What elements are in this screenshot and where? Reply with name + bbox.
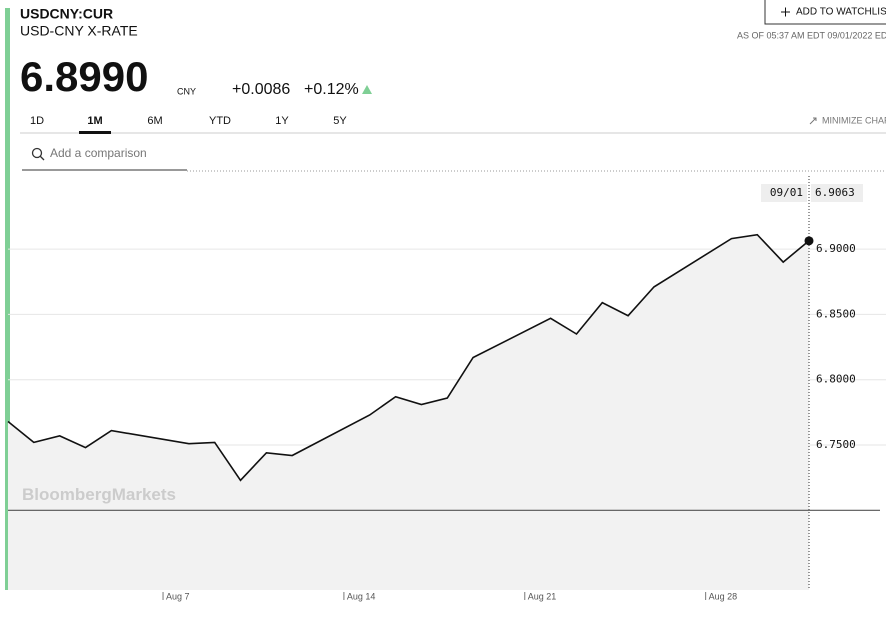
range-button[interactable]: 5Y: [333, 115, 347, 127]
range-button[interactable]: 1M: [87, 115, 102, 127]
price: 6.8990: [20, 53, 148, 100]
y-tick-label: 6.8500: [816, 307, 856, 320]
hover-bg: [811, 184, 863, 202]
range-button[interactable]: YTD: [209, 115, 231, 127]
search-icon-handle: [39, 155, 45, 161]
minimize[interactable]: MINIMIZE CHART: [822, 115, 886, 125]
area: [8, 234, 809, 590]
minimize-icon: [809, 117, 817, 125]
y-tick-label: 6.8000: [816, 373, 856, 386]
x-tick-label: Aug 7: [166, 591, 190, 601]
hover-bg: [761, 184, 807, 202]
x-tick-label: Aug 21: [528, 591, 557, 601]
range-button[interactable]: 6M: [147, 115, 162, 127]
price-line: [7, 233, 810, 482]
up-arrow: [362, 85, 372, 94]
x-tick-label: Aug 28: [709, 591, 738, 601]
watchlist-label[interactable]: ADD TO WATCHLIST: [796, 7, 886, 18]
x-tick-label: Aug 14: [347, 591, 376, 601]
comparison-input[interactable]: Add a comparison: [50, 146, 147, 160]
watermark: BloombergMarkets: [22, 485, 176, 504]
hover-date: 09/01: [770, 186, 803, 199]
instrument-name: USD-CNY X-RATE: [20, 23, 138, 39]
ticker: USDCNY:CUR: [20, 6, 113, 22]
search-icon: [31, 147, 43, 159]
change-pct: +0.12%: [304, 81, 359, 98]
plus-icon: [781, 7, 790, 17]
range-button[interactable]: 1Y: [275, 115, 289, 127]
y-tick-label: 6.9000: [816, 242, 856, 255]
as-of: AS OF 05:37 AM EDT 09/01/2022 EDT: [737, 30, 886, 40]
currency: CNY: [177, 86, 196, 96]
accent-bar: [5, 8, 10, 590]
range-selected: [79, 131, 111, 134]
range-button[interactable]: 1D: [30, 115, 44, 127]
last-point: [804, 236, 814, 246]
y-tick-label: 6.7500: [816, 438, 856, 451]
hover-value: 6.9063: [815, 186, 855, 199]
change: +0.0086: [232, 81, 290, 98]
